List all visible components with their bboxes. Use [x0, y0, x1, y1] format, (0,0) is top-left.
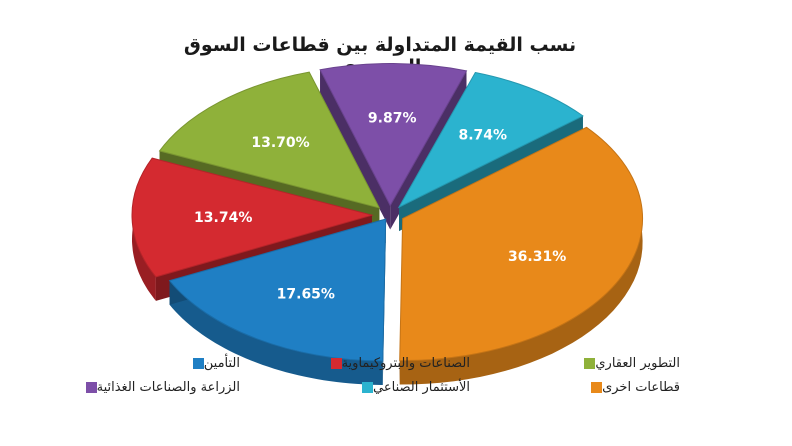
pie-slice: [131, 157, 374, 278]
pie-slice: [399, 126, 644, 362]
slice-data-label: 8.74%: [459, 127, 508, 143]
legend-swatch: [330, 357, 342, 369]
pie-slice: [397, 71, 584, 209]
pie-slice: [168, 218, 387, 362]
slice-data-label: 17.65%: [277, 286, 335, 302]
pie-slice: [158, 71, 381, 209]
legend-swatch: [85, 381, 97, 393]
slice-data-label: 9.87%: [368, 111, 417, 127]
slice-data-label: 36.31%: [508, 249, 566, 265]
legend-item: الزراعة والصناعات الغذائية: [72, 376, 240, 398]
legend-item: التطوير العقاري: [570, 352, 680, 374]
legend-swatch: [591, 381, 603, 393]
legend-swatch: [192, 357, 204, 369]
legend-item: الأستثمار الصناعي: [348, 376, 470, 398]
legend-label: الأستثمار الصناعي: [373, 379, 470, 395]
legend-label: التطوير العقاري: [595, 355, 680, 371]
slice-data-label: 13.74%: [194, 210, 252, 226]
pie-slice-side: [399, 127, 643, 385]
pie-slice: [319, 63, 468, 207]
legend-label: الزراعة والصناعات الغذائية: [96, 379, 240, 395]
legend-item: قطاعات اخرى: [577, 376, 680, 398]
pie-slice-edge: [320, 69, 391, 230]
legend-swatch: [584, 357, 596, 369]
legend-item: التأمين: [179, 352, 240, 374]
pie-slice-side: [169, 280, 383, 385]
legend-swatch: [362, 381, 374, 393]
legend-label: التأمين: [203, 355, 240, 371]
pie-top-layer: 36.31% 17.65% 13.74% 13.70% 9.87% 8.74%: [131, 63, 644, 362]
legend-label: قطاعات اخرى: [602, 379, 680, 395]
chart-legend: التطوير العقاري الصناعات والبتروكيماوية ال…: [40, 352, 680, 412]
slice-data-label: 13.70%: [251, 135, 309, 151]
legend-item: الصناعات والبتروكيماوية: [317, 352, 470, 374]
legend-label: الصناعات والبتروكيماوية: [341, 355, 470, 371]
